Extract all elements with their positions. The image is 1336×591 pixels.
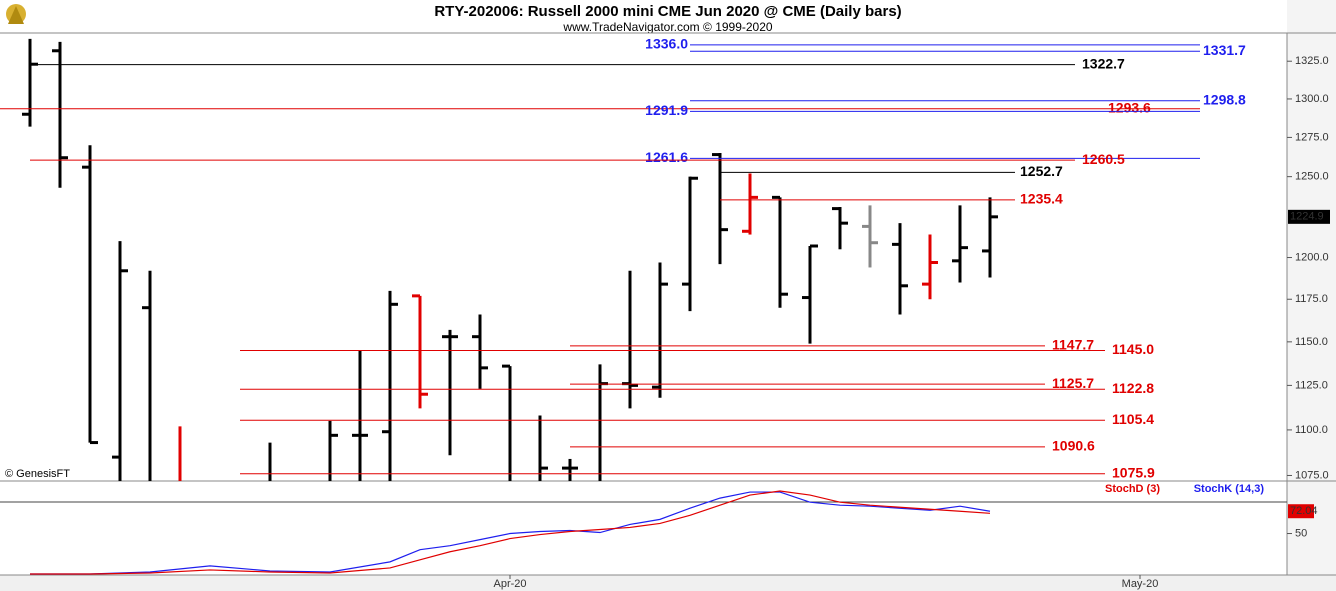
level-label: 1336.0 bbox=[645, 36, 688, 52]
y-tick-label: 1100.0 bbox=[1295, 424, 1328, 436]
y-tick-label: 1250.0 bbox=[1295, 171, 1329, 183]
chart-title: RTY-202006: Russell 2000 mini CME Jun 20… bbox=[434, 3, 901, 20]
level-label: 1291.9 bbox=[645, 102, 688, 118]
axis-strip bbox=[0, 575, 1336, 591]
level-label: 1293.6 bbox=[1108, 99, 1151, 115]
level-label: 1331.7 bbox=[1203, 42, 1246, 58]
x-tick-label: May-20 bbox=[1122, 578, 1159, 590]
stoch-line bbox=[30, 491, 991, 575]
chart-subtitle: www.TradeNavigator.com © 1999-2020 bbox=[562, 20, 772, 34]
last-value: 72.04 bbox=[1290, 505, 1318, 517]
source-note: © GenesisFT bbox=[5, 468, 70, 480]
level-label: 1298.8 bbox=[1203, 91, 1246, 107]
y-tick-label: 1175.0 bbox=[1295, 293, 1328, 305]
level-label: 1147.7 bbox=[1052, 337, 1094, 353]
last-value-box bbox=[1288, 504, 1314, 519]
level-label: 1075.9 bbox=[1112, 465, 1155, 481]
level-label: 1105.4 bbox=[1112, 411, 1154, 427]
x-tick-label: Apr-20 bbox=[493, 578, 526, 590]
level-label: 1125.7 bbox=[1052, 375, 1094, 391]
y-tick-label: 1200.0 bbox=[1295, 251, 1329, 263]
price-panel bbox=[22, 38, 998, 481]
level-label: 1145.0 bbox=[1112, 341, 1154, 357]
y-tick-label: 1275.0 bbox=[1295, 131, 1329, 143]
level-label: 1252.7 bbox=[1020, 163, 1063, 179]
level-label: 1261.6 bbox=[645, 149, 688, 165]
y-tick-label: 1125.0 bbox=[1295, 379, 1328, 391]
y-tick-label: 1325.0 bbox=[1295, 55, 1329, 67]
level-label: 1090.6 bbox=[1052, 438, 1095, 454]
y-tick-label: 1150.0 bbox=[1295, 336, 1328, 348]
stoch-panel bbox=[30, 490, 991, 575]
legend-label: StochK (14,3) bbox=[1194, 483, 1265, 495]
y-tick-label: 1300.0 bbox=[1295, 93, 1329, 105]
level-label: 1235.4 bbox=[1020, 191, 1063, 207]
y-tick-label: 1075.0 bbox=[1295, 469, 1329, 481]
last-price-box bbox=[1288, 209, 1330, 224]
last-price: 1224.9 bbox=[1290, 211, 1324, 223]
stoch-line bbox=[30, 490, 991, 575]
level-label: 1322.7 bbox=[1082, 55, 1125, 71]
level-label: 1260.5 bbox=[1082, 151, 1125, 167]
axis-strip bbox=[1287, 0, 1336, 591]
level-label: 1122.8 bbox=[1112, 380, 1154, 396]
y-tick-label: 50 bbox=[1295, 527, 1307, 539]
legend-label: StochD (3) bbox=[1105, 483, 1160, 495]
logo bbox=[6, 4, 26, 24]
